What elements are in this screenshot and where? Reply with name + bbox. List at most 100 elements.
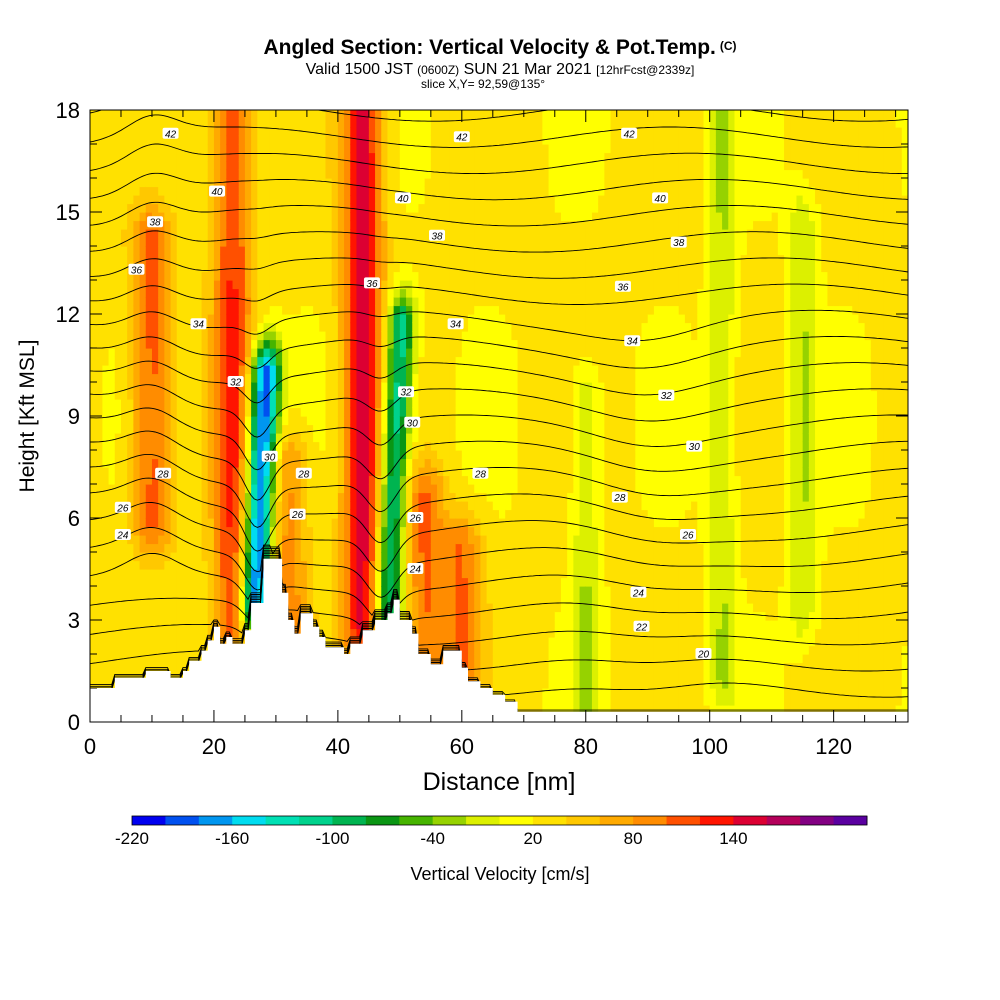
velocity-cell xyxy=(517,569,525,579)
velocity-cell xyxy=(151,637,159,647)
velocity-cell xyxy=(195,637,203,647)
velocity-cell xyxy=(331,195,339,205)
velocity-cell xyxy=(356,169,364,179)
velocity-cell xyxy=(263,467,271,477)
velocity-cell xyxy=(176,382,184,392)
velocity-cell xyxy=(486,288,494,298)
velocity-cell xyxy=(325,263,333,273)
velocity-cell xyxy=(430,416,438,426)
velocity-cell xyxy=(356,118,364,128)
velocity-cell xyxy=(381,118,389,128)
velocity-cell xyxy=(499,118,506,128)
velocity-cell xyxy=(325,169,333,179)
velocity-cell xyxy=(176,509,184,519)
velocity-cell xyxy=(492,671,500,681)
velocity-cell xyxy=(486,305,494,315)
velocity-cell xyxy=(300,348,308,358)
velocity-cell xyxy=(158,237,165,247)
velocity-cell xyxy=(406,127,413,137)
velocity-cell xyxy=(437,195,444,205)
velocity-cell xyxy=(201,246,209,256)
velocity-cell xyxy=(182,297,190,307)
velocity-cell xyxy=(244,509,252,519)
velocity-cell xyxy=(468,229,475,239)
velocity-cell xyxy=(387,331,395,341)
velocity-cell xyxy=(350,203,358,213)
velocity-cell xyxy=(480,110,488,120)
velocity-cell xyxy=(393,339,401,349)
velocity-cell xyxy=(368,535,376,545)
velocity-cell xyxy=(158,186,165,196)
velocity-cell xyxy=(158,611,165,621)
velocity-cell xyxy=(480,382,488,392)
velocity-cell xyxy=(282,110,289,120)
velocity-cell xyxy=(269,220,277,230)
velocity-cell xyxy=(499,399,506,409)
velocity-cell xyxy=(480,645,488,655)
velocity-cell xyxy=(399,373,407,383)
velocity-cell xyxy=(207,603,215,613)
velocity-cell xyxy=(474,560,482,570)
velocity-cell xyxy=(244,569,252,579)
velocity-cell xyxy=(418,144,426,154)
velocity-cell xyxy=(375,611,382,621)
velocity-cell xyxy=(102,594,110,604)
velocity-cell xyxy=(331,484,339,494)
velocity-cell xyxy=(96,654,103,664)
velocity-cell xyxy=(257,220,265,230)
velocity-cell xyxy=(207,399,215,409)
velocity-cell xyxy=(406,271,413,281)
velocity-cell xyxy=(251,331,258,341)
velocity-cell xyxy=(499,127,506,137)
velocity-cell xyxy=(213,305,221,315)
velocity-cell xyxy=(350,169,358,179)
velocity-cell xyxy=(412,229,420,239)
velocity-cell xyxy=(313,441,320,451)
velocity-cell xyxy=(331,509,339,519)
velocity-cell xyxy=(133,611,141,621)
velocity-cell xyxy=(96,331,103,341)
velocity-cell xyxy=(176,288,184,298)
velocity-cell xyxy=(195,509,203,519)
velocity-cell xyxy=(455,382,463,392)
velocity-cell xyxy=(275,526,283,536)
velocity-cell xyxy=(133,662,141,672)
velocity-cell xyxy=(418,322,426,332)
velocity-cell xyxy=(189,365,196,375)
velocity-cell xyxy=(114,305,122,315)
velocity-cell xyxy=(300,433,308,443)
velocity-cell xyxy=(368,186,376,196)
velocity-cell xyxy=(170,263,178,273)
velocity-cell xyxy=(393,331,401,341)
velocity-cell xyxy=(158,492,165,502)
velocity-cell xyxy=(151,526,159,536)
velocity-cell xyxy=(424,356,432,366)
velocity-cell xyxy=(517,611,525,621)
velocity-cell xyxy=(170,501,178,511)
velocity-cell xyxy=(96,441,103,451)
velocity-cell xyxy=(127,569,134,579)
velocity-cell xyxy=(393,467,401,477)
velocity-cell xyxy=(443,237,451,247)
velocity-cell xyxy=(108,212,116,222)
velocity-cell xyxy=(387,526,395,536)
velocity-cell xyxy=(170,484,178,494)
velocity-cell xyxy=(102,560,110,570)
velocity-cell xyxy=(449,577,457,587)
velocity-cell xyxy=(170,416,178,426)
velocity-cell xyxy=(288,229,296,239)
velocity-cell xyxy=(455,144,463,154)
velocity-cell xyxy=(232,254,240,264)
velocity-cell xyxy=(486,237,494,247)
velocity-cell xyxy=(412,356,420,366)
velocity-cell xyxy=(381,229,389,239)
velocity-cell xyxy=(443,178,451,188)
velocity-cell xyxy=(90,178,97,188)
velocity-cell xyxy=(151,373,159,383)
velocity-cell xyxy=(505,560,512,570)
velocity-cell xyxy=(127,509,134,519)
velocity-cell xyxy=(182,509,190,519)
velocity-cell xyxy=(294,254,302,264)
velocity-cell xyxy=(412,220,420,230)
velocity-cell xyxy=(350,484,358,494)
